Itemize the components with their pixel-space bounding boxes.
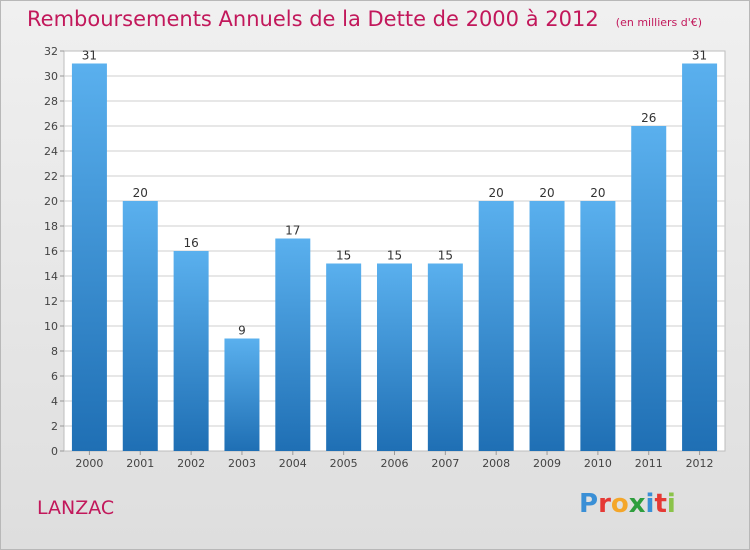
bar <box>377 263 412 451</box>
bar-value-label: 15 <box>438 249 453 263</box>
bar-value-label: 20 <box>133 186 148 200</box>
bar <box>122 201 158 451</box>
x-tick-label: 2007 <box>431 457 459 470</box>
bar <box>275 238 311 451</box>
bars: 31 20 16 9 17 15 15 15 20 20 20 26 31 <box>71 49 718 451</box>
bar <box>427 263 463 451</box>
bar <box>529 201 565 451</box>
y-tick-label: 4 <box>51 395 58 408</box>
y-tick-label: 10 <box>44 320 58 333</box>
bar-value-label: 20 <box>489 186 504 200</box>
y-tick-label: 18 <box>44 220 58 233</box>
bar-value-label: 31 <box>82 49 97 63</box>
x-tick-label: 2001 <box>126 457 154 470</box>
bar-value-label: 15 <box>336 249 351 263</box>
x-tick-label: 2011 <box>635 457 663 470</box>
y-tick-label: 30 <box>44 70 58 83</box>
x-tick-label: 2010 <box>584 457 612 470</box>
y-tick-label: 20 <box>44 195 58 208</box>
proxiti-logo: Proxiti <box>579 489 676 519</box>
bar <box>631 126 667 451</box>
bar-value-label: 26 <box>641 111 656 125</box>
bar-value-label: 20 <box>590 186 605 200</box>
x-tick-label: 2006 <box>381 457 409 470</box>
bar <box>71 63 107 451</box>
y-tick-label: 32 <box>44 45 58 58</box>
y-tick-label: 6 <box>51 370 58 383</box>
bar-value-label: 31 <box>692 49 707 63</box>
chart-title: Remboursements Annuels de la Dette de 20… <box>27 7 702 31</box>
y-tick-label: 16 <box>44 245 58 258</box>
x-tick-label: 2012 <box>686 457 714 470</box>
bar <box>173 251 209 451</box>
y-tick-label: 24 <box>44 145 58 158</box>
bar-value-label: 16 <box>183 236 198 250</box>
y-tick-label: 22 <box>44 170 58 183</box>
bar-value-label: 15 <box>387 249 402 263</box>
x-tick-label: 2005 <box>330 457 358 470</box>
y-tick-label: 28 <box>44 95 58 108</box>
x-axis: 2000 2001 2002 2003 2004 2005 2006 2007 2008 2009… <box>75 451 714 470</box>
x-tick-label: 2008 <box>482 457 510 470</box>
bar-value-label: 17 <box>285 224 300 238</box>
x-tick-label: 2003 <box>228 457 256 470</box>
x-tick-label: 2004 <box>279 457 307 470</box>
x-tick-label: 2002 <box>177 457 205 470</box>
bar <box>224 338 260 451</box>
town-name: LANZAC <box>37 497 115 519</box>
y-tick-label: 0 <box>51 445 58 458</box>
y-tick-label: 14 <box>44 270 58 283</box>
y-tick-label: 12 <box>44 295 58 308</box>
y-tick-label: 2 <box>51 420 58 433</box>
chart-title-text: Remboursements Annuels de la Dette de 20… <box>27 7 599 31</box>
y-tick-label: 8 <box>51 345 58 358</box>
bar <box>326 263 362 451</box>
bar-value-label: 20 <box>539 186 554 200</box>
bar <box>580 201 616 451</box>
bar <box>478 201 514 451</box>
bar <box>682 63 718 451</box>
chart-unit-text: (en milliers d'€) <box>615 16 703 29</box>
x-tick-label: 2009 <box>533 457 561 470</box>
bar-value-label: 9 <box>238 324 246 338</box>
x-tick-label: 2000 <box>75 457 103 470</box>
y-tick-label: 26 <box>44 120 58 133</box>
